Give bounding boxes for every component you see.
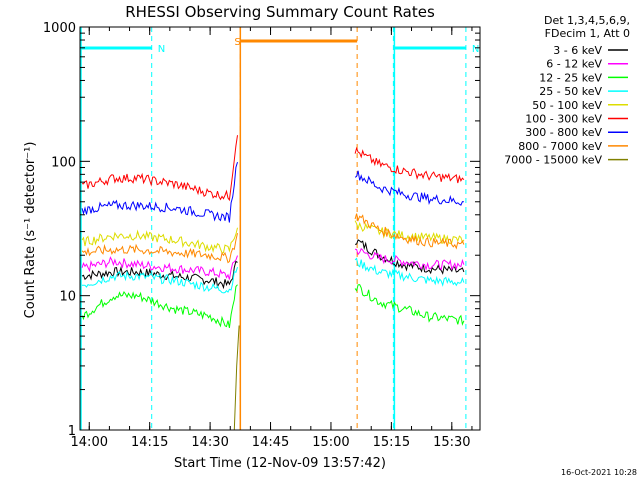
series-line <box>81 255 238 280</box>
y-tick-label: 100 <box>51 155 76 170</box>
annotation-layer: N NS <box>79 27 479 430</box>
series-line <box>354 213 465 250</box>
legend-label: 7000 - 15000 keV <box>504 154 602 167</box>
legend-label: 50 - 100 keV <box>532 99 602 112</box>
legend-label: 12 - 25 keV <box>539 71 602 84</box>
annotation-label: N <box>472 44 479 55</box>
x-tick-label: 15:30 <box>433 435 470 450</box>
series-layer <box>81 135 465 431</box>
series-line <box>81 135 238 202</box>
legend-label: 3 - 6 keV <box>553 44 602 57</box>
series-line <box>81 266 238 294</box>
series-line <box>354 247 465 271</box>
y-tick-label: 10 <box>59 290 76 305</box>
x-tick-label: 14:00 <box>71 435 108 450</box>
y-tick-label: 1000 <box>43 21 76 36</box>
series-line <box>81 284 238 328</box>
x-tick-label: 15:00 <box>312 435 349 450</box>
y-tick-label: 1 <box>68 424 76 439</box>
series-line <box>81 227 238 254</box>
y-axis-label: Count Rate (s⁻¹ detector⁻¹) <box>23 142 38 319</box>
tick-layer: 14:00 14:15 14:30 14:45 15:00 15:15 15:30 1 10 10… <box>43 21 480 450</box>
legend-header-2: FDecim 1, Att 0 <box>545 27 630 40</box>
legend-label: 100 - 300 keV <box>525 113 602 126</box>
annotation-label: N <box>158 44 165 55</box>
series-line <box>233 325 240 431</box>
x-tick-label: 15:15 <box>373 435 410 450</box>
legend-label: 6 - 12 keV <box>546 58 602 71</box>
x-axis-label: Start Time (12-Nov-09 13:57:42) <box>174 456 386 471</box>
legend-label: 25 - 50 keV <box>539 85 602 98</box>
series-line <box>81 232 238 264</box>
plot-frame <box>79 26 481 431</box>
series-line <box>354 257 465 287</box>
legend-label: 800 - 7000 keV <box>518 140 602 153</box>
series-line <box>354 146 465 184</box>
x-tick-label: 14:15 <box>131 435 168 450</box>
legend-header-1: Det 1,3,4,5,6,9, <box>544 14 630 27</box>
timestamp: 16-Oct-2021 10:28 <box>561 468 637 477</box>
series-line <box>354 170 464 206</box>
annotation-label: S <box>234 37 240 48</box>
series-line <box>355 239 465 275</box>
chart-title: RHESSI Observing Summary Count Rates <box>125 3 435 21</box>
series-line <box>354 284 465 326</box>
x-tick-label: 14:45 <box>252 435 289 450</box>
legend-label: 300 - 800 keV <box>525 126 602 139</box>
x-tick-label: 14:30 <box>191 435 228 450</box>
series-line <box>81 161 238 223</box>
